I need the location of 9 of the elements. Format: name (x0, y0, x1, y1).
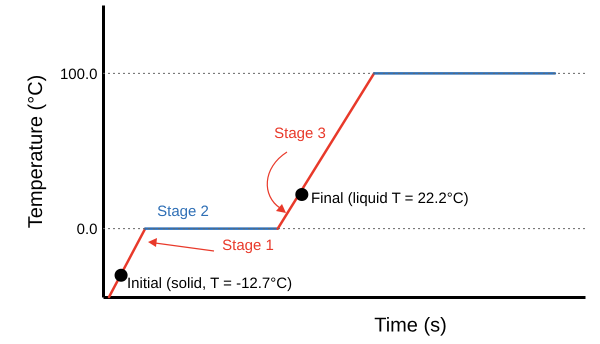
annotation: Stage 3 (274, 125, 326, 142)
annotation: Stage 2 (157, 203, 209, 220)
x-axis-title: Time (s) (374, 314, 447, 336)
annotation: Final (liquid T = 22.2°C) (311, 190, 469, 207)
y-tick-label: 0.0 (76, 221, 98, 238)
annotation: Stage 1 (222, 237, 274, 254)
y-tick-label: 100.0 (60, 66, 98, 83)
y-axis-title: Temperature (°C) (24, 74, 47, 228)
annotation: Initial (solid, T = -12.7°C) (127, 275, 292, 292)
